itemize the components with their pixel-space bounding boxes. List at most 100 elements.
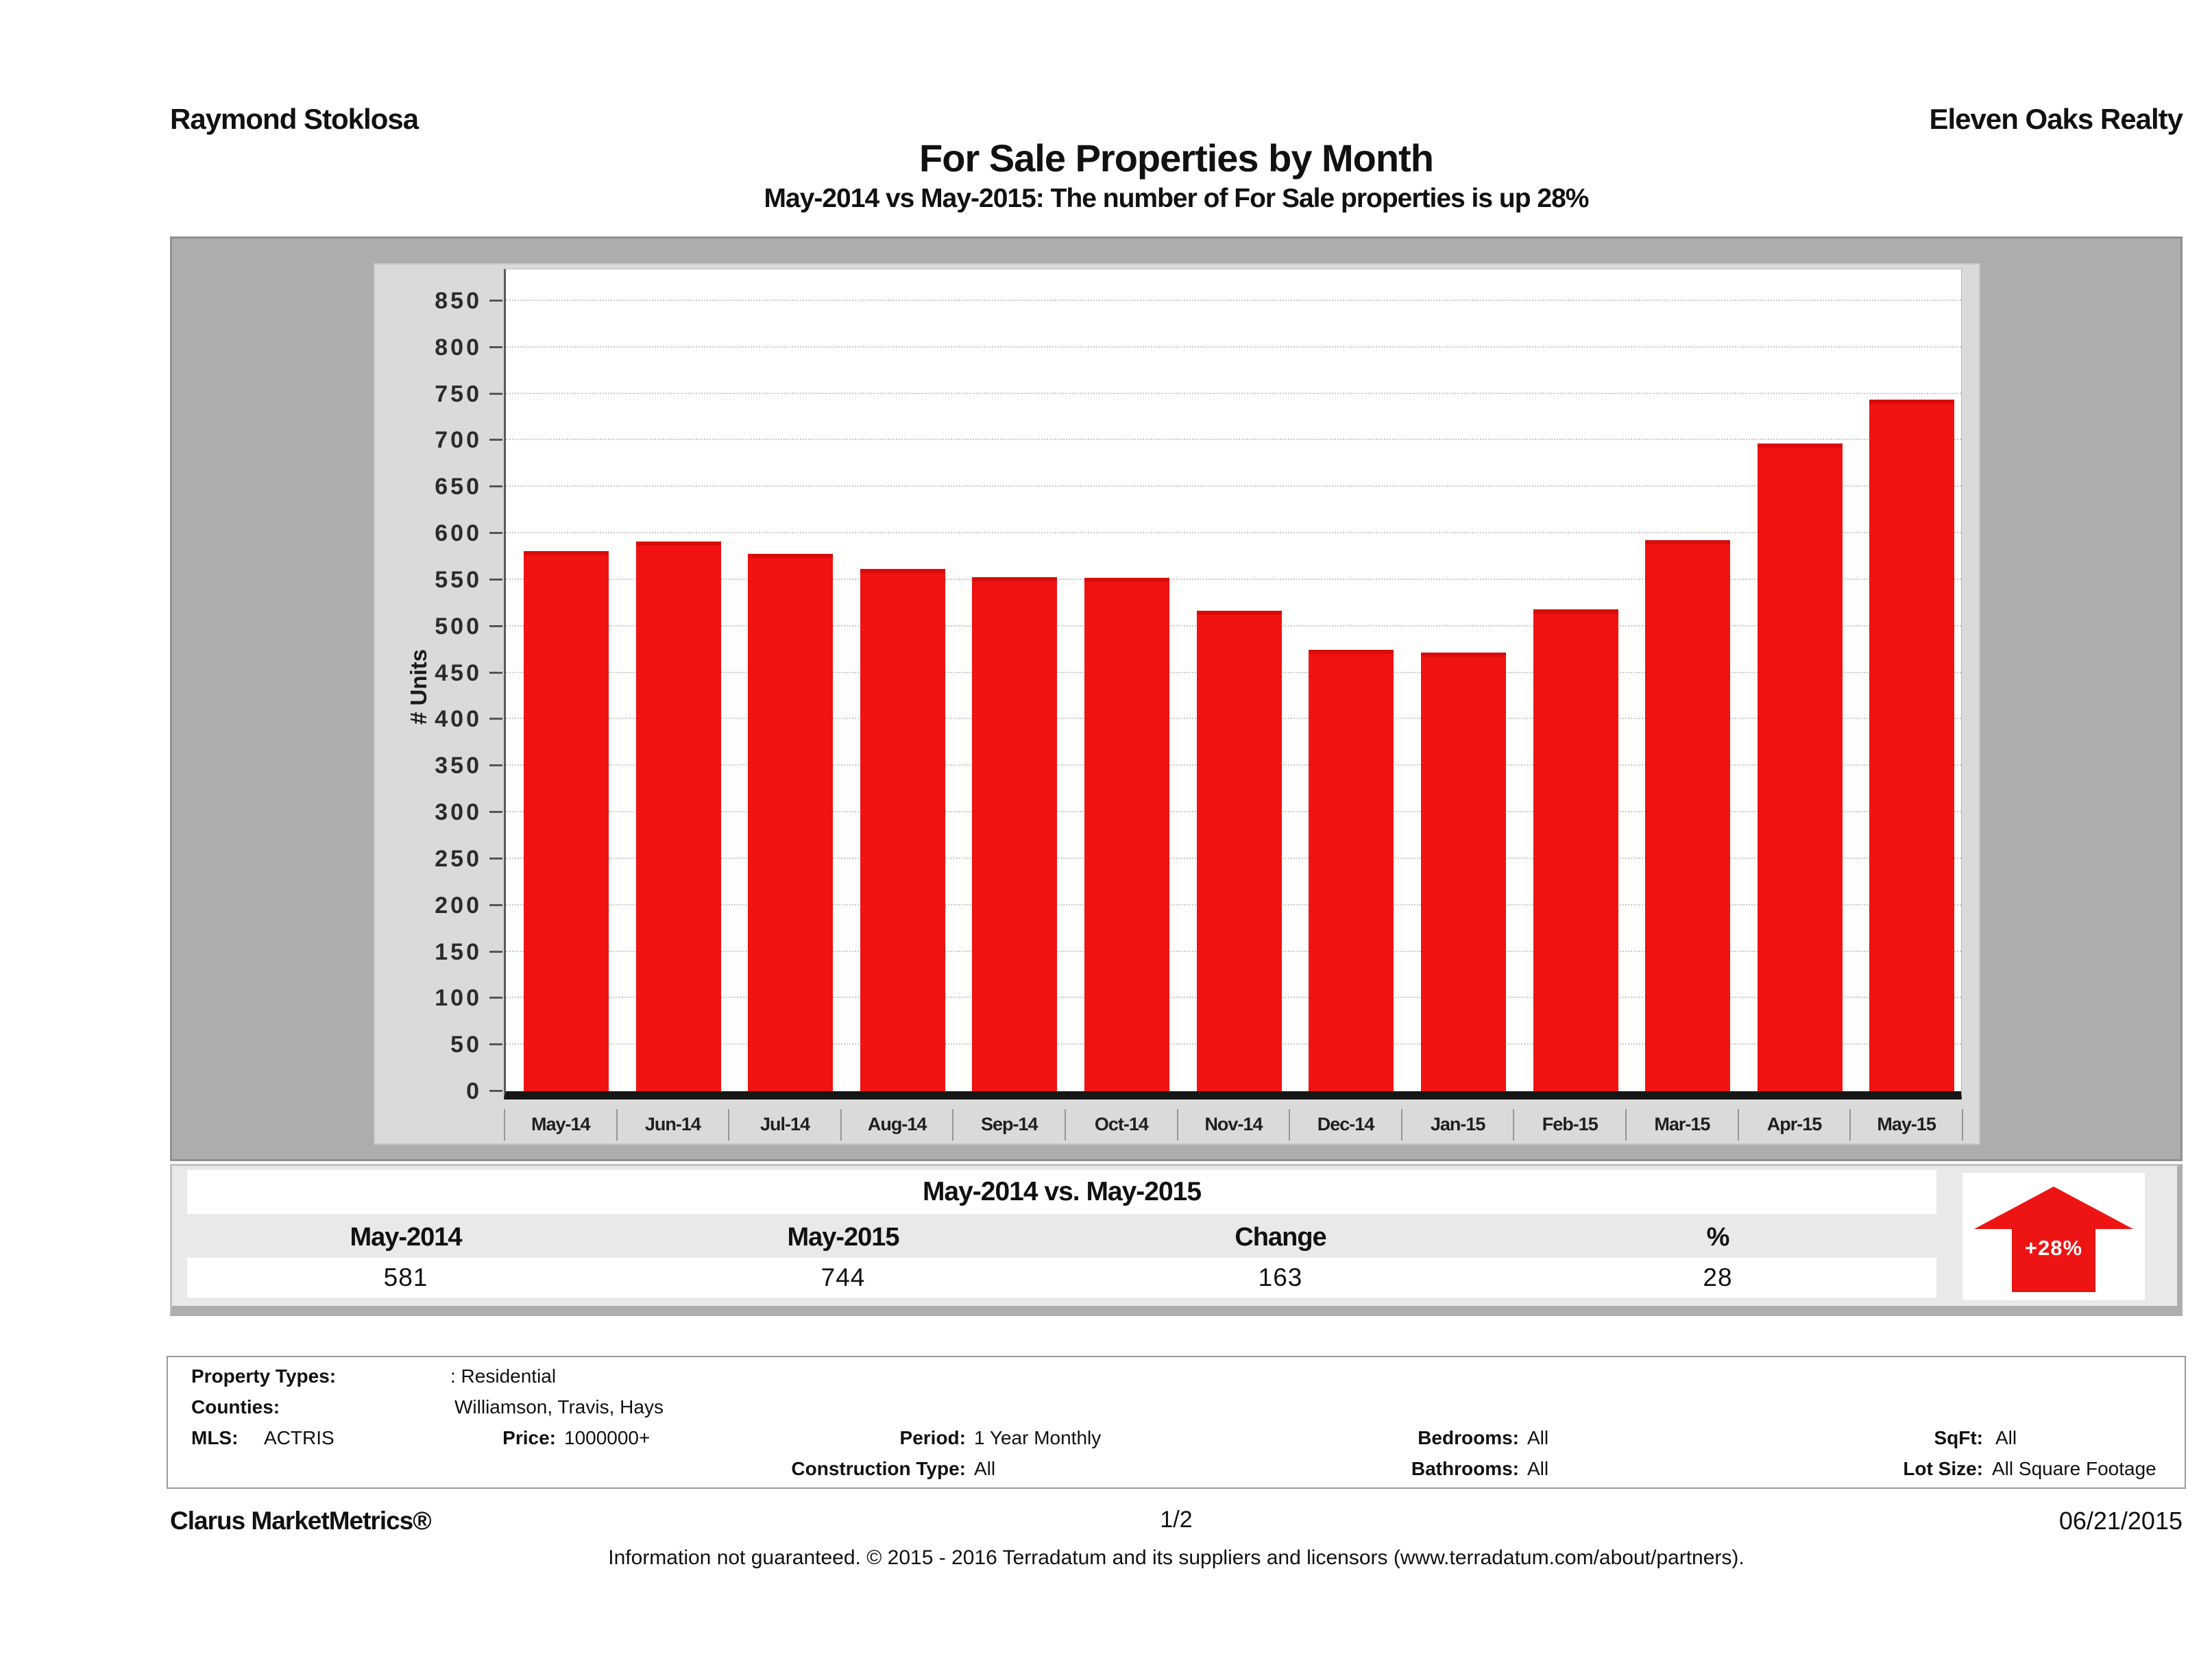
y-axis-tick-label: 700	[435, 427, 482, 454]
price-label: Price:	[502, 1427, 556, 1448]
x-axis-label: Feb-15	[1513, 1109, 1625, 1141]
y-axis-tick-label: 450	[435, 659, 482, 686]
lot-size-label: Lot Size:	[1903, 1458, 1983, 1479]
y-axis-tick	[489, 857, 502, 860]
y-axis-tick-label: 50	[450, 1032, 482, 1058]
chart-outer-panel: # Units 0 50 100 150 200 250 300 350 400 450 500 55…	[170, 236, 2183, 1161]
period-label: Period:	[899, 1427, 966, 1448]
bedrooms-label: Bedrooms:	[1418, 1427, 1519, 1448]
x-axis-label: Jun-14	[616, 1109, 729, 1141]
x-axis-label: Sep-14	[952, 1109, 1065, 1141]
lot-size-value: All Square Footage	[1992, 1458, 2156, 1479]
construction-type-label: Construction Type:	[791, 1458, 966, 1479]
comparison-title: May-2014 vs. May-2015	[922, 1177, 1202, 1206]
gridline	[506, 345, 1961, 348]
footer-page-number: 1/2	[1160, 1507, 1193, 1533]
footer-date: 06/21/2015	[2058, 1507, 2183, 1535]
sqft-label: SqFt:	[1934, 1427, 1983, 1448]
gridline	[506, 578, 1961, 580]
gridline	[506, 392, 1961, 394]
comparison-value-may-2015: 744	[821, 1263, 866, 1291]
chart-bar	[1309, 649, 1394, 1091]
counties-value: Williamson, Travis, Hays	[454, 1396, 664, 1418]
y-axis-tick-label: 600	[435, 520, 482, 547]
property-types-value: : Residential	[450, 1365, 557, 1387]
chart-bar	[1645, 539, 1731, 1091]
comparison-header-percent: %	[1706, 1223, 1730, 1252]
y-axis-tick	[489, 392, 502, 395]
up-arrow-stem	[2012, 1229, 2095, 1292]
x-axis-label: Jul-14	[728, 1109, 840, 1141]
up-arrow-icon	[1974, 1187, 2133, 1229]
y-axis-tick-label: 500	[435, 613, 482, 640]
gridline	[506, 439, 1961, 441]
footer-product-name: Clarus MarketMetrics®	[170, 1507, 432, 1535]
chart-bar	[1420, 652, 1506, 1091]
mls-value: ACTRIS	[264, 1427, 335, 1448]
chart-bar	[748, 553, 834, 1091]
y-axis-tick	[489, 811, 502, 814]
construction-type-value: All	[974, 1458, 996, 1479]
footer: Clarus MarketMetrics® 1/2 06/21/2015	[170, 1507, 2183, 1540]
price-value: 1000000+	[564, 1427, 651, 1448]
chart-bar	[1533, 609, 1618, 1091]
filters-panel: Property Types: : Residential Counties: …	[167, 1356, 2186, 1489]
report-title: For Sale Properties by Month	[919, 136, 1434, 180]
footer-disclaimer: Information not guaranteed. © 2015 - 201…	[608, 1546, 1745, 1569]
y-axis-tick	[489, 624, 502, 627]
x-axis-labels: May-14 Jun-14 Jul-14 Aug-14 Sep-14 Oct-14 Nov-…	[504, 1109, 1966, 1143]
x-axis-label: Aug-14	[840, 1109, 953, 1141]
y-axis-tick	[489, 1043, 502, 1046]
comparison-header-may-2015: May-2015	[787, 1223, 899, 1252]
y-axis-tick	[489, 439, 502, 441]
plot-area: 0 50 100 150 200 250 300 350 400 450 500 550 600 650 7…	[435, 269, 1962, 1104]
y-axis-tick-label: 400	[435, 706, 482, 733]
x-axis-label: Nov-14	[1176, 1109, 1289, 1141]
comparison-value-may-2014: 581	[383, 1263, 428, 1291]
y-axis-tick	[489, 345, 502, 348]
comparison-title-box: May-2014 vs. May-2015	[187, 1170, 1936, 1214]
property-types-label: Property Types:	[191, 1365, 337, 1387]
y-axis-tick-label: 150	[435, 938, 482, 965]
report-subtitle: May-2014 vs May-2015: The number of For …	[764, 184, 1590, 213]
y-axis-tick	[489, 950, 502, 953]
y-axis-tick-label: 750	[435, 380, 482, 407]
comparison-value-change: 163	[1258, 1263, 1303, 1291]
x-axis-label: May-15	[1849, 1109, 1962, 1141]
y-axis-tick	[489, 1090, 502, 1092]
report-header: Raymond Stoklosa Eleven Oaks Realty	[170, 103, 2183, 138]
y-axis-tick-label: 550	[435, 566, 482, 593]
counties-label: Counties:	[191, 1396, 280, 1418]
y-axis-tick-label: 250	[435, 845, 482, 872]
y-axis-tick-label: 100	[435, 985, 482, 1012]
comparison-panel: May-2014 vs. May-2015 May-2014 May-2015 …	[170, 1164, 2183, 1316]
chart-bar	[972, 576, 1058, 1091]
chart-bar	[1869, 399, 1955, 1091]
y-axis-tick	[489, 578, 502, 581]
chart-bar	[635, 542, 721, 1091]
y-axis-tick	[489, 764, 502, 767]
y-axis-tick	[489, 903, 502, 906]
y-axis-tick-label: 300	[435, 799, 482, 826]
y-axis-tick	[489, 300, 502, 302]
y-axis-tick-label: 650	[435, 474, 482, 500]
y-axis-tick-label: 200	[435, 892, 482, 919]
gridline	[506, 532, 1961, 534]
change-percent-label: +28%	[2024, 1236, 2083, 1260]
chart-bar	[1084, 578, 1170, 1091]
gridline	[506, 485, 1961, 487]
agent-name: Raymond Stoklosa	[170, 103, 419, 135]
x-axis-end-tick	[1961, 1109, 1963, 1141]
y-axis-tick	[489, 532, 502, 535]
bathrooms-label: Bathrooms:	[1411, 1458, 1519, 1479]
comparison-value-percent: 28	[1703, 1263, 1733, 1291]
chart-inner-panel: # Units 0 50 100 150 200 250 300 350 400 450 500 55…	[374, 263, 1980, 1145]
sqft-value: All	[1995, 1427, 2017, 1448]
period-value: 1 Year Monthly	[974, 1427, 1102, 1448]
y-axis-tick-label: 800	[435, 334, 482, 361]
y-axis-tick	[489, 997, 502, 999]
gridline	[506, 300, 1961, 302]
comparison-header-row: May-2014 May-2015 Change %	[187, 1221, 1936, 1254]
bathrooms-value: All	[1527, 1458, 1549, 1479]
